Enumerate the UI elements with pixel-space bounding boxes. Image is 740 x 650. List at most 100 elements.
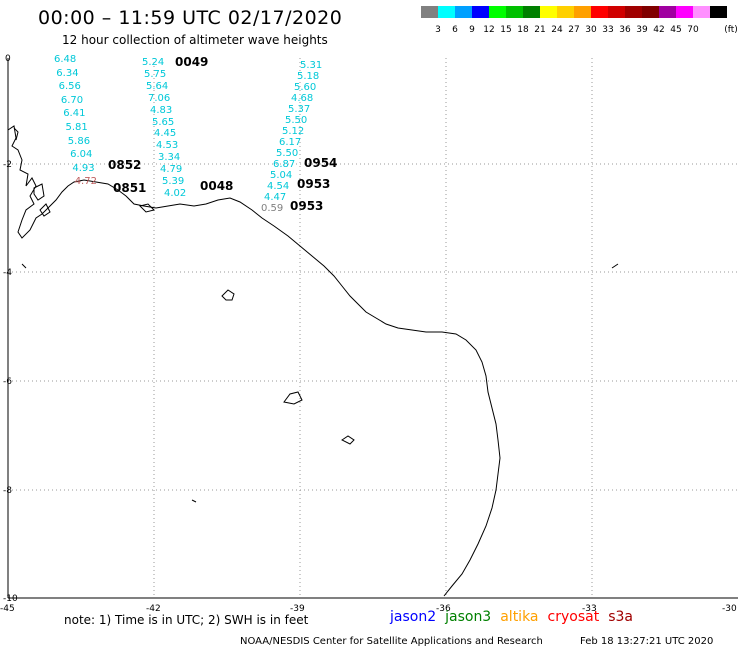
wave-height-value: 5.31 <box>300 60 323 71</box>
scale-label: 42 <box>653 25 665 35</box>
scale-swatch <box>608 6 625 18</box>
scale-label: 12 <box>483 25 495 35</box>
wave-height-value: 4.02 <box>164 187 187 199</box>
y-label-0: 0 <box>5 54 11 64</box>
wave-height-value: 5.75 <box>144 68 167 80</box>
scale-label: 18 <box>517 25 529 35</box>
scale-label: 9 <box>469 25 475 35</box>
satellite-legend: jason2 jason3 altika cryosat s3a <box>390 609 642 625</box>
scale-swatch <box>676 6 693 18</box>
scale-label: 45 <box>670 25 682 35</box>
x-label-3: -36 <box>436 604 451 614</box>
scale-label: 30 <box>585 25 597 35</box>
satellite-altika: altika <box>500 609 539 625</box>
time-label-0049: 0049 <box>175 55 209 69</box>
wave-height-value: 5.81 <box>65 122 88 133</box>
scale-swatch <box>710 6 727 18</box>
time-label-0048: 0048 <box>200 179 234 193</box>
scale-swatch <box>455 6 472 18</box>
wave-height-value: 4.47 <box>264 192 287 203</box>
y-label-4: -8 <box>3 486 12 496</box>
scale-label: 6 <box>452 25 458 35</box>
x-label-5: -30 <box>722 604 737 614</box>
scale-swatch <box>438 6 455 18</box>
scale-label: 39 <box>636 25 648 35</box>
wave-height-value: 6.34 <box>56 67 79 79</box>
wave-height-value: 6.17 <box>279 137 302 148</box>
wave-height-value: 7.06 <box>148 92 171 104</box>
wave-height-value: 4.79 <box>160 164 183 176</box>
wave-height-value: 0.59 <box>261 203 284 214</box>
x-label-0: -45 <box>0 604 15 614</box>
y-label-3: -6 <box>3 377 12 387</box>
scale-swatch <box>625 6 642 18</box>
footer-timestamp: Feb 18 13:27:21 UTC 2020 <box>580 636 714 647</box>
scale-label: 70 <box>687 25 699 35</box>
scale-swatch <box>659 6 676 18</box>
wave-height-value: 4.45 <box>154 128 177 140</box>
wave-height-value: 5.86 <box>67 135 91 147</box>
wave-height-value: 5.39 <box>162 176 185 187</box>
wave-height-value: 6.70 <box>60 94 84 106</box>
time-label-0953-a: 0953 <box>297 177 331 191</box>
scale-label: 27 <box>568 25 580 35</box>
scale-swatch <box>693 6 710 18</box>
wave-height-value: 6.56 <box>58 81 81 93</box>
scale-swatch <box>472 6 489 18</box>
wave-height-value: 5.50 <box>285 115 308 126</box>
wave-height-value: 4.68 <box>291 93 314 104</box>
wave-height-value: 5.60 <box>294 82 317 93</box>
grid <box>8 58 738 598</box>
wave-height-value: 4.72 <box>74 176 97 188</box>
scale-swatch <box>591 6 608 18</box>
y-label-2: -4 <box>3 268 12 278</box>
y-label-5: -10 <box>3 594 18 604</box>
ticks <box>7 58 738 599</box>
scale-swatch <box>574 6 591 18</box>
time-label-0953-b: 0953 <box>290 199 324 213</box>
time-label-0851: 0851 <box>113 181 147 195</box>
wave-height-value: 3.34 <box>158 152 181 164</box>
x-label-2: -39 <box>290 604 305 614</box>
satellite-s3a: s3a <box>608 609 633 625</box>
scale-label: 15 <box>500 25 512 35</box>
wave-height-value: 4.83 <box>150 104 173 116</box>
wave-height-value: 6.41 <box>63 108 86 120</box>
wave-height-value: 5.24 <box>142 57 165 68</box>
wave-height-value: 5.04 <box>270 170 293 181</box>
satellite-jason3: jason3 <box>445 609 492 625</box>
page-subtitle: 12 hour collection of altimeter wave hei… <box>62 33 328 47</box>
wave-height-value: 4.53 <box>156 140 179 152</box>
y-label-1: -2 <box>3 160 12 170</box>
scale-label: 21 <box>534 25 546 35</box>
page-title: 00:00 – 11:59 UTC 02/17/2020 <box>38 7 343 29</box>
footer-credit: NOAA/NESDIS Center for Satellite Applica… <box>240 636 543 647</box>
satellite-jason2: jason2 <box>390 609 437 625</box>
time-label-0852: 0852 <box>108 158 142 172</box>
footer-note: note: 1) Time is in UTC; 2) SWH is in fe… <box>64 613 309 627</box>
x-label-1: -42 <box>146 604 161 614</box>
scale-swatch <box>489 6 506 18</box>
wave-height-value: 5.64 <box>146 80 169 92</box>
scale-label: 33 <box>602 25 614 35</box>
scale-swatch <box>540 6 557 18</box>
scale-unit: (ft) <box>724 25 738 35</box>
wave-height-value: 5.65 <box>152 116 175 128</box>
wave-height-value: 6.04 <box>70 149 93 161</box>
wave-height-value: 6.87 <box>273 159 296 170</box>
scale-label: 36 <box>619 25 631 35</box>
wave-height-value: 4.54 <box>267 181 290 192</box>
coastline <box>7 125 619 597</box>
wave-height-value: 5.12 <box>282 126 305 137</box>
scale-swatch <box>557 6 574 18</box>
x-label-4: -33 <box>582 604 597 614</box>
scale-label: 3 <box>435 25 441 35</box>
scale-swatch <box>421 6 438 18</box>
wave-height-value: 4.93 <box>72 162 95 174</box>
scale-label: 24 <box>551 25 563 35</box>
y-axis-labels: 0 -2 -4 -6 -8 -10 <box>3 54 18 604</box>
scale-swatch <box>523 6 540 18</box>
time-label-0954: 0954 <box>304 156 338 170</box>
scale-swatch <box>506 6 523 18</box>
